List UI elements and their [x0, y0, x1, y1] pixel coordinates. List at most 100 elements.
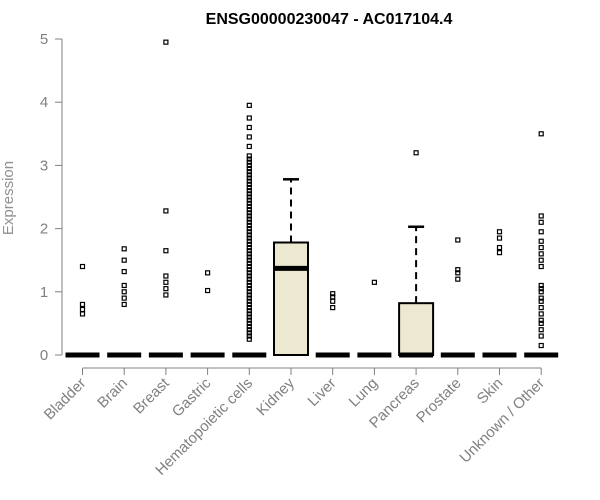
x-tick-label: Skin — [474, 375, 507, 408]
box-gastric — [190, 270, 225, 358]
box-kidney — [273, 178, 309, 356]
outlier-point — [79, 311, 86, 317]
outlier-point — [538, 251, 544, 257]
outlier-point — [246, 241, 252, 247]
x-tick-label: Brain — [94, 375, 131, 412]
outlier-point — [496, 250, 503, 256]
y-tick-label: 3 — [40, 157, 48, 174]
outlier-point — [538, 238, 544, 244]
outlier-point — [246, 165, 252, 172]
outlier-point — [246, 143, 252, 150]
outlier-point — [246, 175, 252, 181]
outlier-point — [205, 270, 211, 276]
x-tick-label: Kidney — [253, 374, 298, 419]
outlier-point — [246, 184, 252, 191]
outlier-point — [246, 181, 252, 187]
outlier-point — [163, 292, 169, 298]
outlier-point — [121, 301, 127, 308]
outlier-point — [246, 301, 252, 308]
outlier-point — [246, 270, 252, 276]
outlier-point — [246, 323, 252, 330]
outlier-point — [538, 282, 544, 289]
outlier-point — [246, 226, 252, 232]
outlier-point — [246, 153, 252, 159]
outlier-point — [246, 257, 252, 263]
outlier-point — [246, 156, 252, 162]
y-tick-label: 5 — [40, 31, 48, 48]
outlier-point — [121, 289, 127, 295]
chart-title: ENSG00000230047 - AC017104.4 — [206, 11, 453, 28]
outlier-point — [538, 289, 544, 295]
outlier-point — [538, 219, 544, 225]
outlier-point — [413, 150, 419, 156]
x-tick-label: Lung — [346, 375, 382, 411]
outlier-point — [246, 235, 252, 241]
outlier-point — [246, 260, 252, 266]
box-bladder — [65, 263, 100, 358]
outlier-point — [538, 263, 544, 270]
x-tick-label: Bladder — [41, 375, 90, 424]
outlier-point — [538, 295, 544, 301]
outlier-point — [246, 207, 252, 213]
outlier-point — [246, 219, 252, 225]
outlier-point — [330, 291, 336, 297]
outlier-point — [246, 213, 252, 219]
outlier-point — [246, 279, 252, 285]
outlier-point — [538, 317, 544, 323]
box-pancreas — [398, 150, 435, 358]
outlier-point — [246, 194, 252, 200]
outlier-point — [246, 298, 252, 304]
box-lung — [357, 279, 392, 358]
outlier-point — [330, 305, 336, 311]
outlier-point — [163, 279, 169, 285]
outlier-point — [163, 39, 169, 45]
outlier-point — [205, 287, 211, 294]
outlier-point — [246, 282, 252, 289]
plot-area — [65, 39, 559, 358]
outlier-point — [79, 301, 86, 308]
box-hematopoietic-cells — [232, 102, 267, 358]
y-tick-label: 1 — [40, 284, 48, 301]
outlier-point — [246, 327, 252, 333]
outlier-point — [538, 257, 544, 263]
outlier-point — [246, 216, 252, 222]
outlier-point — [246, 330, 252, 336]
outlier-point — [246, 134, 252, 140]
outlier-point — [246, 295, 252, 301]
outlier-point — [246, 273, 252, 279]
outlier-point — [163, 248, 169, 254]
box-prostate — [440, 237, 475, 358]
outlier-point — [246, 308, 252, 314]
outlier-point — [121, 246, 127, 252]
outlier-point — [246, 254, 252, 260]
outlier-point — [246, 317, 252, 323]
outlier-point — [246, 248, 252, 254]
outlier-point — [163, 208, 169, 214]
outlier-point — [246, 191, 252, 197]
outlier-point — [538, 244, 544, 251]
outlier-point — [246, 336, 252, 342]
outlier-point — [246, 333, 252, 339]
outlier-point — [496, 235, 503, 241]
outlier-point — [246, 188, 252, 194]
outlier-point — [121, 268, 127, 275]
outlier-point — [246, 238, 252, 244]
box-iqr — [398, 302, 435, 356]
outlier-point — [246, 159, 252, 165]
outlier-point — [246, 289, 252, 295]
x-tick-label: Prostate — [413, 375, 465, 427]
outlier-point — [538, 320, 544, 326]
outlier-point — [246, 286, 252, 292]
outlier-point — [246, 311, 252, 317]
outlier-point — [496, 244, 503, 251]
outlier-point — [455, 270, 461, 276]
outlier-point — [246, 314, 252, 320]
outlier-point — [538, 305, 544, 311]
outlier-point — [538, 131, 544, 137]
outlier-point — [538, 229, 544, 235]
outlier-point — [455, 267, 461, 273]
outlier-point — [246, 222, 252, 229]
outlier-point — [246, 200, 252, 206]
outlier-point — [246, 320, 252, 326]
outlier-point — [246, 172, 252, 178]
